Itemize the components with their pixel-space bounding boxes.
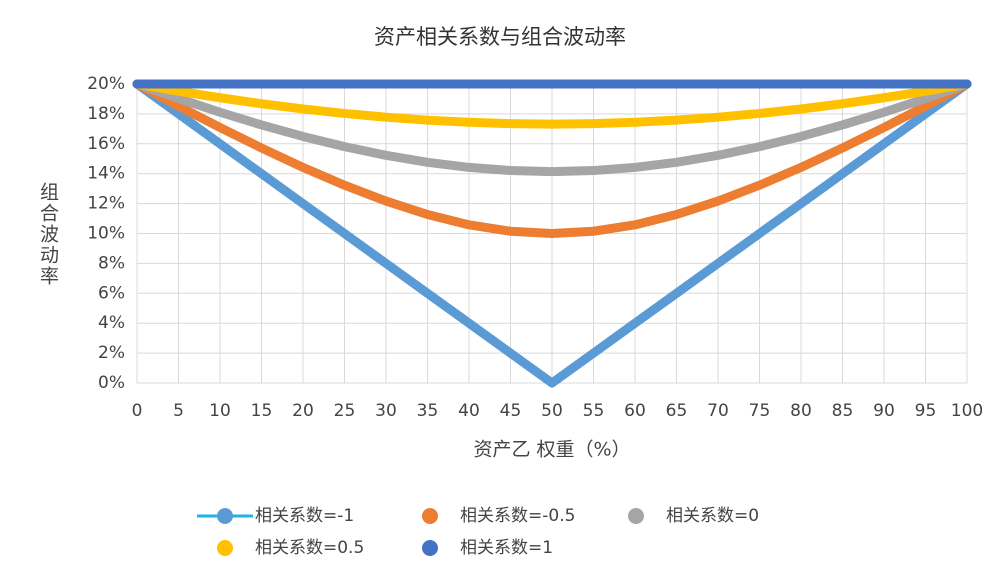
y-tick-label: 18% bbox=[87, 104, 125, 124]
x-tick-label: 0 bbox=[132, 401, 143, 421]
y-axis-title: 组合波动率 bbox=[37, 182, 59, 287]
legend-marker bbox=[422, 508, 438, 524]
x-tick-label: 25 bbox=[334, 401, 356, 421]
x-tick-label: 95 bbox=[915, 401, 937, 421]
y-tick-label: 10% bbox=[87, 224, 125, 244]
legend-marker bbox=[217, 508, 233, 524]
x-tick-label: 75 bbox=[749, 401, 771, 421]
legend-label: 相关系数=1 bbox=[460, 538, 553, 558]
x-tick-label: 20 bbox=[292, 401, 314, 421]
legend-label: 相关系数=0.5 bbox=[255, 538, 364, 558]
y-tick-label: 14% bbox=[87, 164, 125, 184]
plot-area bbox=[132, 79, 972, 388]
y-tick-label: 16% bbox=[87, 134, 125, 154]
series-line bbox=[132, 79, 972, 129]
x-tick-label: 10 bbox=[209, 401, 231, 421]
legend-marker bbox=[628, 508, 644, 524]
x-tick-label: 35 bbox=[417, 401, 439, 421]
x-tick-label: 30 bbox=[375, 401, 397, 421]
x-axis-title: 资产乙 权重（%） bbox=[473, 439, 630, 461]
chart-title: 资产相关系数与组合波动率 bbox=[374, 25, 626, 49]
y-tick-label: 20% bbox=[87, 74, 125, 94]
x-tick-label: 90 bbox=[873, 401, 895, 421]
y-tick-label: 12% bbox=[87, 194, 125, 214]
legend: 相关系数=-1 相关系数=-0.5 相关系数=0 相关系数=0.5 相关系数=1 bbox=[197, 506, 759, 558]
x-tick-label: 80 bbox=[790, 401, 812, 421]
legend-label: 相关系数=-1 bbox=[255, 506, 354, 526]
y-tick-label: 6% bbox=[98, 283, 125, 303]
x-tick-label: 85 bbox=[832, 401, 854, 421]
legend-label: 相关系数=-0.5 bbox=[460, 506, 575, 526]
x-tick-label: 5 bbox=[173, 401, 184, 421]
x-tick-label: 65 bbox=[666, 401, 688, 421]
x-tick-label: 40 bbox=[458, 401, 480, 421]
legend-marker bbox=[422, 540, 438, 556]
y-tick-label: 0% bbox=[98, 373, 125, 393]
y-tick-label: 4% bbox=[98, 313, 125, 333]
x-tick-label: 60 bbox=[624, 401, 646, 421]
x-tick-label: 15 bbox=[251, 401, 273, 421]
series-line bbox=[132, 79, 972, 388]
x-tick-label: 55 bbox=[583, 401, 605, 421]
x-tick-label: 100 bbox=[951, 401, 983, 421]
y-tick-label: 8% bbox=[98, 253, 125, 273]
legend-marker bbox=[217, 540, 233, 556]
x-tick-label: 45 bbox=[500, 401, 522, 421]
series-line bbox=[132, 79, 972, 177]
x-tick-label: 50 bbox=[541, 401, 563, 421]
legend-label: 相关系数=0 bbox=[666, 506, 759, 526]
x-tick-label: 70 bbox=[707, 401, 729, 421]
y-tick-label: 2% bbox=[98, 343, 125, 363]
series-line bbox=[132, 79, 972, 238]
